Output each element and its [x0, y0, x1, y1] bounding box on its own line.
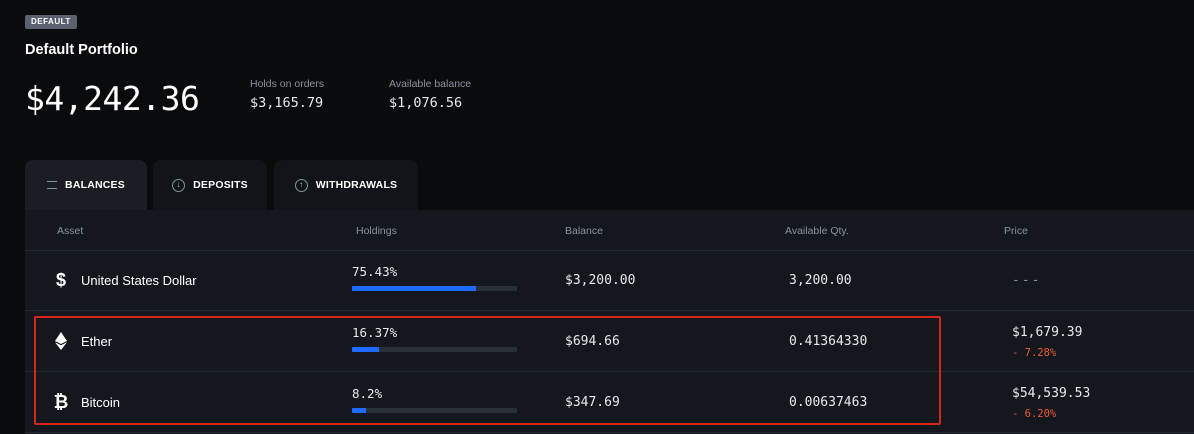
portfolio-title: Default Portfolio: [25, 42, 138, 58]
tab-withdrawals[interactable]: ↑ WITHDRAWALS: [274, 160, 418, 210]
holdings-percent: 8.2%: [352, 386, 383, 401]
column-header-asset[interactable]: Asset: [57, 225, 84, 237]
ether-icon: [51, 331, 71, 351]
holds-on-orders-label: Holds on orders: [250, 78, 325, 90]
available-balance-label: Available balance: [389, 78, 472, 90]
available-balance-stat: Available balance $1,076.56: [389, 78, 471, 111]
holdings-bar-fill: [352, 286, 477, 291]
holds-on-orders-stat: Holds on orders $3,165.79: [250, 78, 324, 111]
tab-balances-label: BALANCES: [65, 179, 125, 191]
holdings-bar: [352, 286, 517, 291]
column-header-balance[interactable]: Balance: [565, 225, 603, 237]
tab-deposits[interactable]: ↓ DEPOSITS: [153, 160, 267, 210]
portfolio-total-balance: $4,242.36: [25, 79, 200, 118]
bitcoin-icon: ₿: [53, 391, 69, 412]
table-row[interactable]: $ United States Dollar 75.43% $3,200.00 …: [25, 250, 1194, 311]
balance-value: $347.69: [565, 395, 620, 410]
price-change-value: - 7.28%: [1012, 347, 1057, 359]
available-qty-value: 0.41364330: [789, 334, 868, 349]
balance-value: $3,200.00: [565, 273, 636, 288]
holdings-percent: 75.43%: [352, 264, 398, 279]
table-row[interactable]: Ether 16.37% $694.66 0.41364330 $1,679.3…: [25, 311, 1194, 372]
arrow-up-circle-icon: ↑: [294, 178, 308, 192]
list-icon: [47, 181, 58, 189]
available-qty-value: 3,200.00: [789, 273, 852, 288]
asset-name: Ether: [81, 334, 113, 349]
available-qty-value: 0.00637463: [789, 395, 868, 410]
price-value: $1,679.39: [1012, 325, 1083, 340]
holdings-bar: [352, 408, 517, 413]
dollar-icon: $: [55, 269, 66, 290]
balance-value: $694.66: [565, 334, 620, 349]
tab-deposits-label: DEPOSITS: [193, 179, 248, 191]
arrow-down-circle-icon: ↓: [172, 178, 186, 192]
table-row[interactable]: ₿ Bitcoin 8.2% $347.69 0.00637463 $54,53…: [25, 372, 1194, 433]
table-header-row: Asset Holdings Balance Available Qty. Pr…: [25, 210, 1194, 251]
column-header-price[interactable]: Price: [1004, 225, 1028, 237]
holdings-percent: 16.37%: [352, 325, 398, 340]
holdings-bar-fill: [352, 408, 366, 413]
available-balance-value: $1,076.56: [389, 95, 463, 111]
portfolio-default-badge: DEFAULT: [25, 15, 77, 29]
price-value: ---: [1012, 273, 1042, 288]
balances-table: Asset Holdings Balance Available Qty. Pr…: [25, 210, 1194, 434]
price-value: $54,539.53: [1012, 386, 1091, 401]
holds-on-orders-value: $3,165.79: [250, 95, 324, 111]
tab-withdrawals-label: WITHDRAWALS: [315, 179, 398, 191]
price-change-value: - 6.20%: [1012, 408, 1057, 420]
column-header-holdings[interactable]: Holdings: [356, 225, 397, 237]
holdings-bar-fill: [352, 347, 379, 352]
column-header-available-qty[interactable]: Available Qty.: [785, 225, 849, 237]
asset-name: Bitcoin: [81, 395, 121, 410]
holdings-bar: [352, 347, 517, 352]
asset-name: United States Dollar: [81, 273, 197, 288]
tab-balances[interactable]: BALANCES: [25, 160, 147, 210]
